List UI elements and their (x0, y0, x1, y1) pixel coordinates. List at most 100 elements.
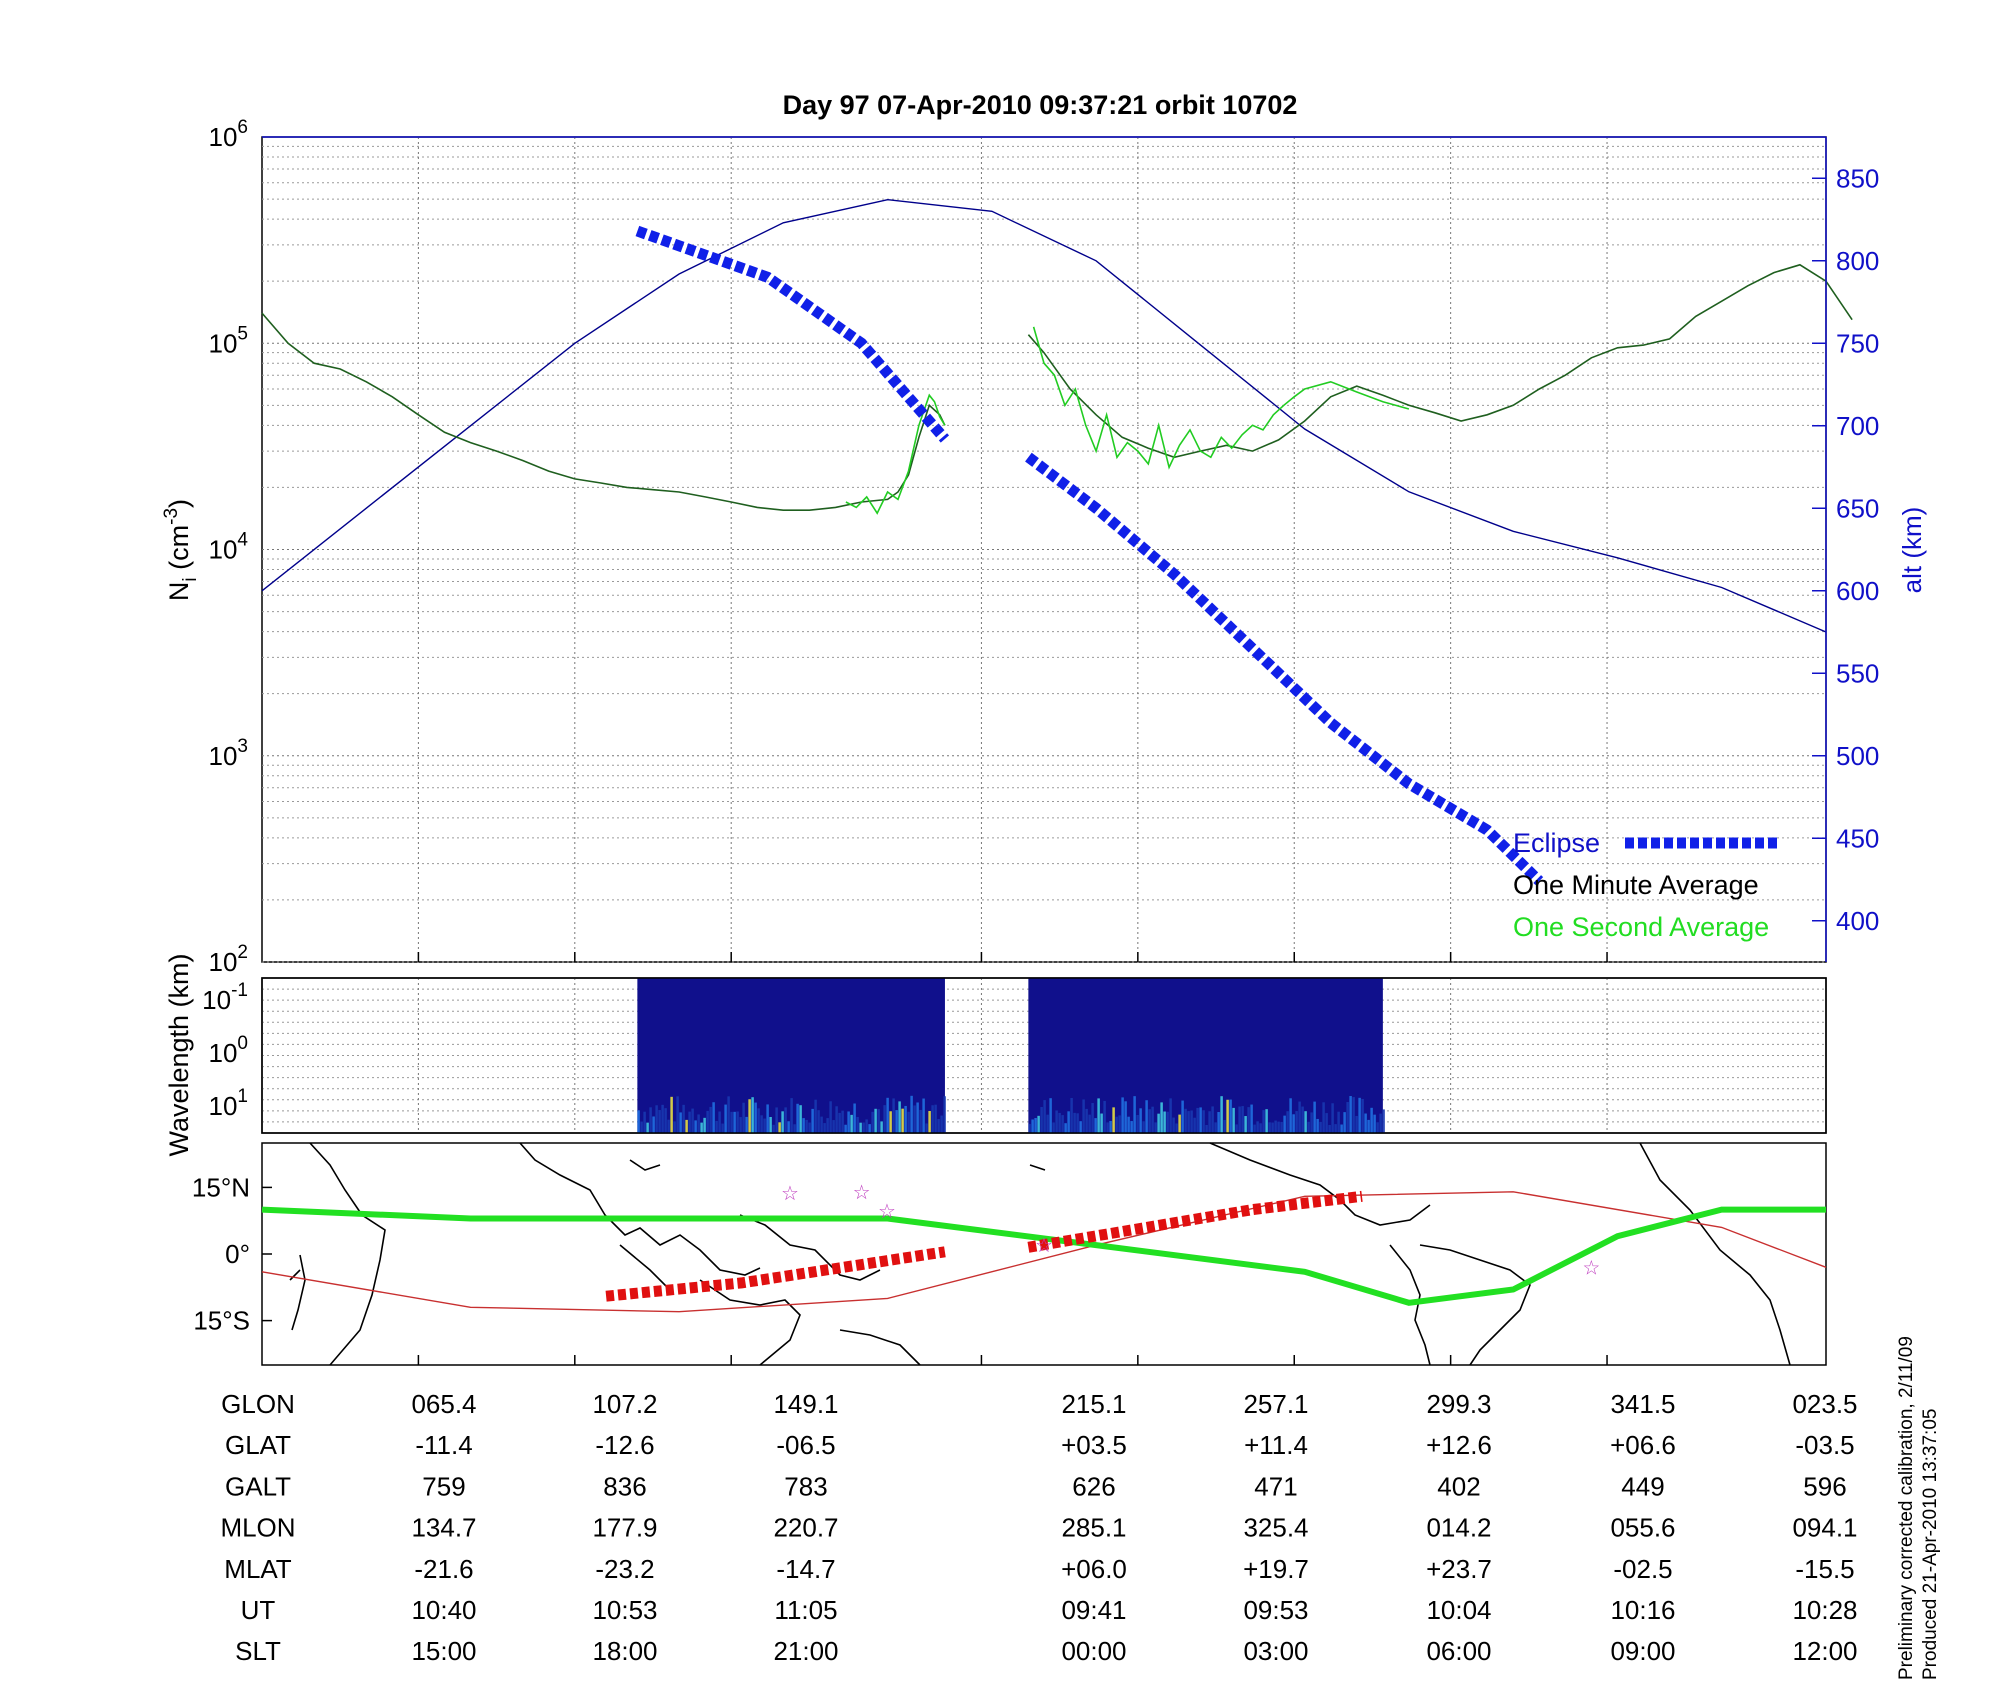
right-axis-ticks: 400 450 500 550 600 650 700 750 800 850 (1812, 163, 1879, 936)
spectrogram-stripe (697, 1114, 700, 1133)
coastline (699, 1279, 801, 1366)
spectrogram-stripe (745, 1116, 748, 1133)
table-cell: 055.6 (1610, 1513, 1675, 1543)
table-cell: 134.7 (411, 1513, 476, 1543)
spectrogram-stripe (1304, 1111, 1307, 1133)
spectrogram-stripe (715, 1120, 718, 1133)
left-tick-label: 103 (209, 736, 249, 771)
spectrogram-stripe (1259, 1123, 1262, 1133)
spectrogram-stripe (889, 1111, 892, 1133)
spectrogram-stripe (787, 1121, 790, 1133)
spectrogram-stripe (820, 1116, 823, 1133)
spectrogram-stripe (733, 1111, 736, 1133)
wavelength-tick-label: 100 (209, 1033, 249, 1068)
spectrogram-stripe (1118, 1115, 1121, 1133)
spectrogram-stripe (646, 1122, 649, 1133)
one-minute-line (1027, 263, 1853, 459)
table-cell: 023.5 (1792, 1389, 1857, 1419)
table-cell: 09:41 (1061, 1595, 1126, 1625)
one-minute-line (261, 312, 946, 511)
spectrogram-stripe (865, 1119, 868, 1133)
spectrogram-stripe (1139, 1108, 1142, 1133)
spectrogram-stripe (1124, 1101, 1127, 1133)
spectrogram-stripe (1130, 1121, 1133, 1133)
map-ticks: 15°N 0° 15°S (192, 1172, 1608, 1365)
spectrogram-stripe (1244, 1116, 1247, 1133)
table-cell: 341.5 (1610, 1389, 1675, 1419)
spectrogram-stripe (1268, 1122, 1271, 1133)
spectrogram-stripe (913, 1105, 916, 1133)
spectrogram-stripe (1151, 1106, 1154, 1133)
table-cell: 014.2 (1426, 1513, 1491, 1543)
spectrogram-stripe (1133, 1096, 1136, 1133)
spectrogram-stripe (880, 1121, 883, 1133)
spectrogram-stripe (934, 1104, 937, 1133)
left-tick-label: 105 (209, 323, 249, 358)
spectrogram-stripe (1073, 1112, 1076, 1133)
spectrogram-stripe (937, 1118, 940, 1133)
spectrogram-stripe (670, 1096, 673, 1133)
table-cell: 094.1 (1792, 1513, 1857, 1543)
spectrogram-stripe (898, 1101, 901, 1133)
coastline (839, 1329, 921, 1366)
wavelength-tick-label: 101 (209, 1086, 249, 1121)
spectrogram-stripe (1136, 1114, 1139, 1133)
spectrogram-stripe (1031, 1119, 1034, 1133)
spectrogram-stripe (943, 1096, 946, 1133)
spectrogram-stripe (727, 1096, 730, 1133)
spectrogram-stripe (1349, 1096, 1352, 1133)
coastline (629, 1159, 661, 1171)
spectrogram-stripe (1265, 1109, 1268, 1133)
spectrogram-stripe (853, 1103, 856, 1133)
spectrogram-stripe (802, 1118, 805, 1133)
spectrogram-stripe (685, 1119, 688, 1133)
spectrogram-stripe (1058, 1112, 1061, 1133)
spectrogram-stripe (862, 1122, 865, 1133)
table-row-label: MLAT (224, 1554, 292, 1584)
spectrogram-stripe (1334, 1124, 1337, 1133)
spectrogram-stripe (901, 1108, 904, 1133)
spectrogram-stripe (688, 1111, 691, 1133)
footnote: Preliminary corrected calibration, 2/11/… (1896, 1336, 1941, 1680)
spectrogram-stripe (1121, 1097, 1124, 1133)
table-cell: 285.1 (1061, 1513, 1126, 1543)
spectrogram-stripe (1283, 1115, 1286, 1133)
spectrogram-stripe (823, 1123, 826, 1133)
spectrogram-stripe (1232, 1107, 1235, 1133)
spectrogram-stripe (1148, 1109, 1151, 1133)
spectrogram-stripe (796, 1103, 799, 1133)
spectrogram-stripe (1193, 1117, 1196, 1133)
table-row-label: SLT (235, 1636, 281, 1666)
right-tick-label: 700 (1836, 411, 1879, 441)
spectrogram-stripe (766, 1104, 769, 1133)
spectrogram-stripe (922, 1098, 925, 1133)
spectrogram-stripe (1370, 1107, 1373, 1133)
spectrogram-stripe (874, 1108, 877, 1133)
spectrogram-stripe (1301, 1106, 1304, 1133)
spectrogram-stripe (1226, 1099, 1229, 1133)
spectrogram-stripe (1352, 1097, 1355, 1133)
spectrogram-stripe (709, 1106, 712, 1133)
table-cell: 783 (784, 1471, 827, 1501)
table-cell: 107.2 (592, 1389, 657, 1419)
spectrogram-stripe (1307, 1121, 1310, 1133)
spectrogram-stripe (769, 1116, 772, 1133)
table-cell: -06.5 (776, 1430, 835, 1460)
table-cell: -23.2 (595, 1554, 654, 1584)
spectrogram-stripe (1217, 1112, 1220, 1133)
eclipse-track-segment (605, 1246, 946, 1302)
spectrogram-stripe (643, 1111, 646, 1133)
altitude-line (261, 198, 1827, 633)
footnote-line1: Preliminary corrected calibration, 2/11/… (1896, 1336, 1917, 1680)
density-gridlines (262, 137, 1826, 963)
coastline (289, 1269, 301, 1281)
spectrogram-stripe (1067, 1111, 1070, 1133)
spectrogram-stripe (661, 1104, 664, 1133)
table-cell: 299.3 (1426, 1389, 1491, 1419)
spectrogram-stripe (1280, 1121, 1283, 1133)
spectrogram-stripe (1076, 1113, 1079, 1133)
spectrogram-stripe (895, 1110, 898, 1133)
table-cell: 15:00 (411, 1636, 476, 1666)
coastlines (289, 1142, 1791, 1366)
